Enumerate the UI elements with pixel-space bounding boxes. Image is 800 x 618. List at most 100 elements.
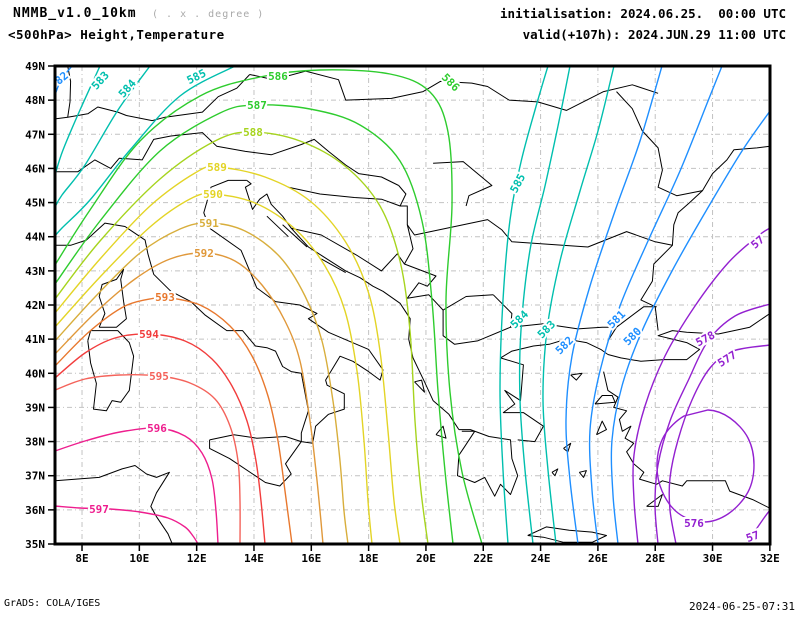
coastline xyxy=(433,161,493,207)
coastline xyxy=(594,395,616,405)
contour-label-584: 584 xyxy=(116,77,139,101)
y-tick-label: 47N xyxy=(25,128,45,141)
coastline xyxy=(55,179,384,444)
x-tick-label: 26E xyxy=(588,552,608,565)
contour-label-579: 57 xyxy=(748,233,767,251)
contour-label-584: 584 xyxy=(508,308,532,332)
model-name: NMMB_v1.0_10km xyxy=(13,6,137,21)
contour-label-583: 583 xyxy=(535,318,558,341)
contour-label-594: 594 xyxy=(139,328,159,341)
contour-593 xyxy=(55,295,293,544)
coastline xyxy=(249,70,659,111)
contour-591 xyxy=(55,222,349,544)
contour-576 xyxy=(745,509,770,544)
contour-label-588: 588 xyxy=(243,126,263,139)
contour-580 xyxy=(610,110,770,544)
x-tick-label: 18E xyxy=(359,552,379,565)
contour-label-576: 576 xyxy=(684,517,704,530)
contour-label-593: 593 xyxy=(155,291,175,304)
contour-585 xyxy=(55,66,236,237)
coastline xyxy=(244,180,460,430)
contour-588 xyxy=(55,131,429,544)
contour-label-592: 592 xyxy=(194,247,214,260)
contour-582 xyxy=(565,66,663,544)
x-tick-label: 22E xyxy=(473,552,493,565)
x-tick-label: 8E xyxy=(75,552,88,565)
contour-label-589: 589 xyxy=(207,161,227,174)
grads-credit: GrADS: COLA/IGES xyxy=(4,598,101,609)
contour-label-586: 586 xyxy=(439,71,463,95)
contour-label-585: 585 xyxy=(508,172,529,196)
coastline xyxy=(98,268,127,328)
coastline xyxy=(55,132,399,186)
contour-577 xyxy=(668,344,770,544)
x-tick-label: 14E xyxy=(244,552,264,565)
contour-576 xyxy=(656,409,755,523)
y-tick-label: 36N xyxy=(25,504,45,517)
contour-595 xyxy=(55,374,241,544)
coastline xyxy=(527,526,607,543)
contour-584 xyxy=(55,66,151,208)
coastline xyxy=(403,224,511,345)
contour-596 xyxy=(55,427,219,544)
x-tick-label: 28E xyxy=(645,552,665,565)
x-tick-label: 16E xyxy=(301,552,321,565)
y-tick-label: 43N xyxy=(25,265,45,278)
x-tick-label: 30E xyxy=(703,552,723,565)
coastline xyxy=(282,224,308,248)
contour-592 xyxy=(55,252,324,544)
coastline xyxy=(640,145,770,331)
initialisation-time: initialisation: 2024.06.25. 00:00 UTC xyxy=(500,6,786,21)
coastline xyxy=(596,420,607,436)
contour-585 xyxy=(499,66,549,544)
y-tick-label: 44N xyxy=(25,231,45,244)
x-tick-label: 24E xyxy=(531,552,551,565)
y-tick-label: 41N xyxy=(25,333,45,346)
coastline xyxy=(616,306,657,328)
coastline xyxy=(398,185,673,248)
contour-590 xyxy=(55,193,373,544)
coastline xyxy=(55,465,173,544)
y-tick-label: 45N xyxy=(25,197,45,210)
contour-label-587: 587 xyxy=(247,99,267,112)
contour-label-583: 583 xyxy=(89,69,112,92)
coastline xyxy=(500,338,609,443)
contour-label-586: 586 xyxy=(268,70,288,83)
y-tick-label: 38N xyxy=(25,436,45,449)
coastline xyxy=(551,468,559,477)
contour-579 xyxy=(632,227,770,544)
y-tick-label: 39N xyxy=(25,401,45,414)
contour-583 xyxy=(55,66,101,176)
contour-label-577: 577 xyxy=(715,348,739,370)
contour-583 xyxy=(542,66,615,544)
contour-label-585: 585 xyxy=(185,67,209,87)
coastline xyxy=(414,379,425,393)
contour-label-595: 595 xyxy=(149,370,169,383)
x-tick-label: 20E xyxy=(416,552,436,565)
coastline xyxy=(291,227,405,272)
chart-subtitle: <500hPa> Height,Temperature xyxy=(8,27,225,42)
y-tick-label: 37N xyxy=(25,470,45,483)
contour-589 xyxy=(55,166,401,544)
coastline xyxy=(603,371,770,509)
contour-584 xyxy=(518,66,571,544)
coastline xyxy=(321,258,346,274)
contour-581 xyxy=(588,66,723,544)
units-note: ( . x . degree ) xyxy=(152,9,265,20)
coastline xyxy=(266,215,289,238)
x-tick-label: 10E xyxy=(129,552,149,565)
coastline xyxy=(209,434,302,487)
contour-label-580: 580 xyxy=(621,325,644,348)
contour-label-597: 597 xyxy=(89,503,109,516)
y-tick-label: 46N xyxy=(25,162,45,175)
coastline xyxy=(457,429,519,497)
coastline xyxy=(87,330,135,412)
y-tick-label: 48N xyxy=(25,94,45,107)
coastline xyxy=(616,91,703,197)
coastline xyxy=(67,74,251,122)
y-tick-label: 42N xyxy=(25,299,45,312)
contour-594 xyxy=(55,333,266,544)
y-tick-label: 35N xyxy=(25,538,45,551)
